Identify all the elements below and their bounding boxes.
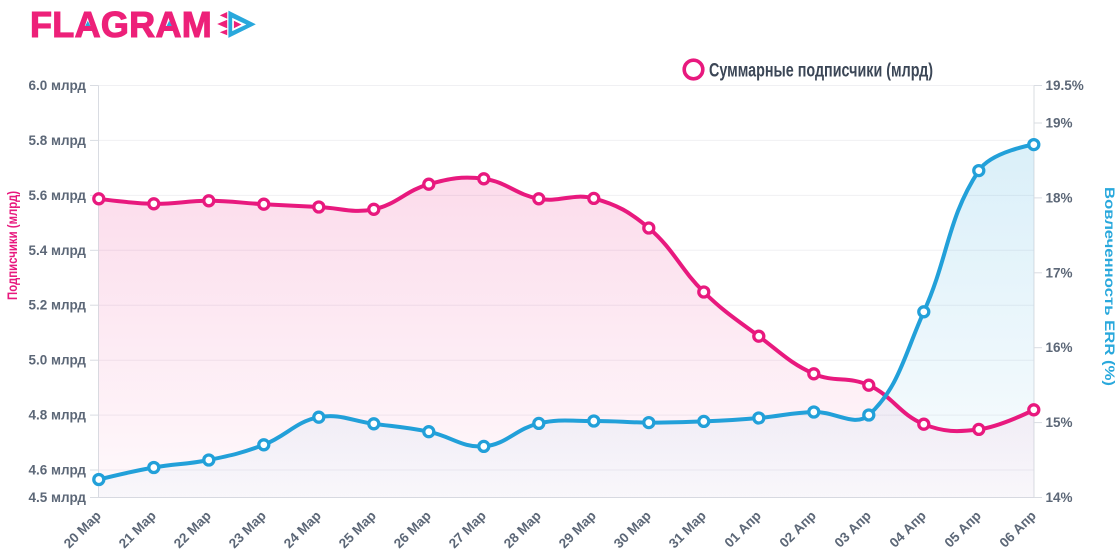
svg-text:FLAGRAM: FLAGRAM [30, 4, 212, 45]
svg-text:18%: 18% [1046, 190, 1073, 205]
svg-text:Суммарные подписчики (млрд): Суммарные подписчики (млрд) [709, 61, 933, 82]
svg-text:5.4 млрд: 5.4 млрд [28, 243, 86, 258]
svg-text:17%: 17% [1046, 265, 1073, 280]
svg-text:16%: 16% [1046, 340, 1073, 355]
svg-text:15%: 15% [1046, 415, 1073, 430]
svg-text:4.6 млрд: 4.6 млрд [28, 463, 86, 478]
svg-text:Подписчики (млрд): Подписчики (млрд) [5, 191, 20, 300]
svg-text:Вовлеченность ERR (%): Вовлеченность ERR (%) [1102, 187, 1117, 386]
svg-text:5.6 млрд: 5.6 млрд [28, 188, 86, 203]
svg-text:19.5%: 19.5% [1046, 78, 1084, 93]
svg-text:4.8 млрд: 4.8 млрд [28, 408, 86, 423]
svg-text:5.0 млрд: 5.0 млрд [28, 353, 86, 368]
svg-text:19%: 19% [1046, 116, 1073, 131]
svg-text:5.2 млрд: 5.2 млрд [28, 298, 86, 313]
svg-text:14%: 14% [1046, 490, 1073, 505]
svg-text:5.8 млрд: 5.8 млрд [28, 133, 86, 148]
svg-text:6.0 млрд: 6.0 млрд [28, 78, 86, 93]
svg-text:4.5 млрд: 4.5 млрд [28, 490, 86, 505]
